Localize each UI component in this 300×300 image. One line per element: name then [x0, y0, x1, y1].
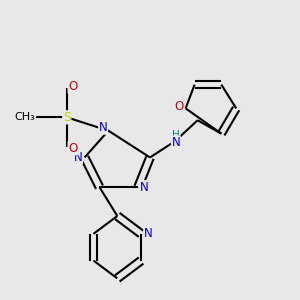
Text: N: N	[172, 136, 180, 149]
Text: N: N	[144, 227, 153, 240]
Text: H: H	[172, 130, 180, 140]
Text: N: N	[99, 121, 107, 134]
Text: N: N	[74, 151, 82, 164]
Text: O: O	[68, 80, 77, 93]
Text: S: S	[63, 111, 71, 124]
Text: O: O	[68, 142, 77, 155]
Text: N: N	[140, 181, 149, 194]
Text: CH₃: CH₃	[15, 112, 35, 122]
Text: O: O	[175, 100, 184, 113]
